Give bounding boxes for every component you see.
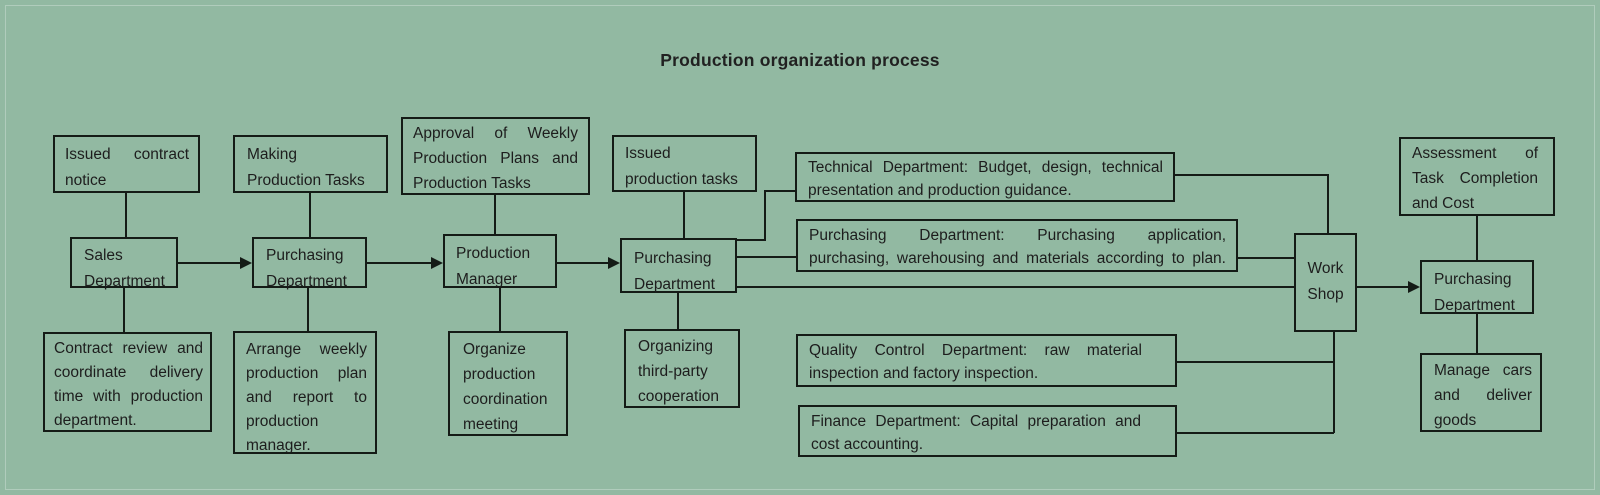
node-issued-production-tasks: Issued production tasks [612,135,757,192]
node-organize-coordination-meeting: Organize production coordination meeting [448,331,568,436]
node-label: Finance Department: Capital preparation … [811,413,1141,453]
node-finance-department: Finance Department: Capital preparation … [798,405,1177,457]
connector-purchasing2-to-technical [737,190,795,241]
node-label: Sales Department [84,247,165,290]
node-label: Manage cars and deliver goods [1434,362,1532,429]
node-contract-review: Contract review and coordinate delivery … [43,332,212,432]
node-label: Assessment of Task Completion and Cost [1412,145,1538,212]
node-purchasing-department-2: Purchasing Department [620,238,737,293]
node-production-manager: Production Manager [443,234,557,288]
node-label: Production Manager [456,245,531,288]
node-work-shop: Work Shop [1294,233,1357,332]
arrowhead-manager [431,257,443,269]
node-purchasing-department-3: Purchasing Department [1420,260,1534,314]
arrowhead-purchasing3 [1408,281,1420,293]
node-approval-weekly-plans: Approval of Weekly Production Plans and … [401,117,590,195]
node-label: Purchasing Department [634,250,715,293]
connector-technical-to-workshop [1175,174,1329,233]
node-label: Issued production tasks [625,145,738,188]
node-label: Purchasing Department: Purchasing applic… [809,227,1226,267]
node-arrange-weekly-plan: Arrange weekly production plan and repor… [233,331,377,454]
node-label: Arrange weekly production plan and repor… [246,341,367,454]
arrowhead-purchasing1 [240,257,252,269]
node-assessment-task-completion: Assessment of Task Completion and Cost [1399,137,1555,216]
node-quality-control-department: Quality Control Department: raw material… [796,334,1177,387]
node-label: Work Shop [1307,260,1344,303]
node-making-production-tasks: Making Production Tasks [233,135,388,193]
node-label: Making Production Tasks [247,146,365,189]
node-label: Organizing third-party cooperation [638,338,720,405]
node-label: Technical Department: Budget, design, te… [808,159,1163,199]
node-issued-contract-notice: Issued contract notice [53,135,200,193]
node-label: Approval of Weekly Production Plans and … [413,125,578,192]
node-label: Purchasing Department [1434,271,1515,314]
node-label: Contract review and coordinate delivery … [54,340,203,429]
node-purchasing-department-1: Purchasing Department [252,237,367,290]
arrowhead-purchasing2 [608,257,620,269]
node-label: Purchasing Department [266,247,347,290]
node-sales-department: Sales Department [70,237,178,290]
node-manage-cars-deliver-goods: Manage cars and deliver goods [1420,353,1542,432]
node-organizing-third-party: Organizing third-party cooperation [624,329,740,408]
node-label: Issued contract notice [65,146,189,189]
diagram-title: Production organization process [660,50,940,70]
node-label: Organize production coordination meeting [463,341,548,433]
node-purchasing-department-wide: Purchasing Department: Purchasing applic… [796,219,1238,272]
node-technical-department: Technical Department: Budget, design, te… [795,152,1175,202]
node-label: Quality Control Department: raw material… [809,342,1142,382]
